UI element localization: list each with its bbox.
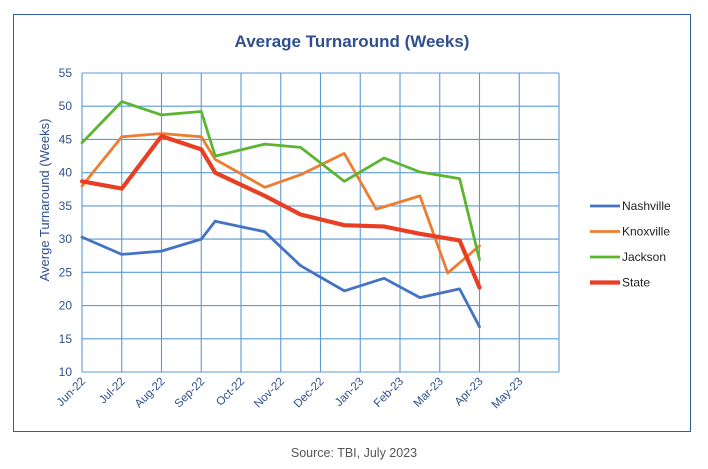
y-tick-label: 15: [59, 332, 73, 346]
legend-label-nashville: Nashville: [622, 199, 671, 213]
x-tick-label: Dec-22: [292, 376, 327, 411]
y-tick-label: 20: [59, 299, 73, 313]
x-tick-label: Aug-22: [133, 376, 168, 411]
x-tick-label: Jan-23: [333, 376, 366, 409]
series-line-nashville: [80, 219, 481, 329]
x-tick-label: Feb-23: [372, 376, 406, 410]
y-tick-label: 10: [59, 365, 73, 379]
series-line-jackson: [80, 100, 481, 262]
x-tick-label: May-23: [490, 376, 526, 412]
x-tick-label: Oct-22: [214, 376, 247, 409]
y-axis-label: Averge Turnaround (Weeks): [37, 119, 52, 282]
legend-label-jackson: Jackson: [622, 250, 666, 264]
x-tick-label: Jun-22: [55, 376, 88, 409]
y-tick-label: 50: [59, 99, 73, 113]
series-line-state: [79, 134, 482, 290]
series-line-knoxville: [80, 132, 481, 275]
chart-frame: Average Turnaround (Weeks) Averge Turnar…: [13, 14, 691, 432]
legend-label-state: State: [622, 276, 650, 290]
y-tick-label: 30: [59, 232, 73, 246]
y-tick-label: 45: [59, 132, 73, 146]
grid: [81, 72, 560, 373]
x-tick-label: Apr-23: [453, 376, 486, 409]
y-tick-label: 40: [59, 166, 73, 180]
chart-title: Average Turnaround (Weeks): [235, 32, 470, 51]
x-tick-label: Nov-22: [252, 376, 287, 411]
line-chart: Average Turnaround (Weeks) Averge Turnar…: [37, 32, 671, 412]
y-tick-label: 55: [59, 66, 73, 80]
series-lines: [79, 100, 482, 329]
y-tick-label: 25: [59, 265, 73, 279]
x-tick-label: Mar-23: [412, 376, 446, 410]
x-tick-label: Jul-22: [97, 376, 128, 407]
y-tick-label: 35: [59, 199, 73, 213]
legend-label-knoxville: Knoxville: [622, 225, 670, 239]
x-tick-label: Sep-22: [173, 376, 208, 411]
legend: Nashville Knoxville Jackson State: [590, 199, 671, 290]
source-note: Source: TBI, July 2023: [290, 446, 418, 460]
